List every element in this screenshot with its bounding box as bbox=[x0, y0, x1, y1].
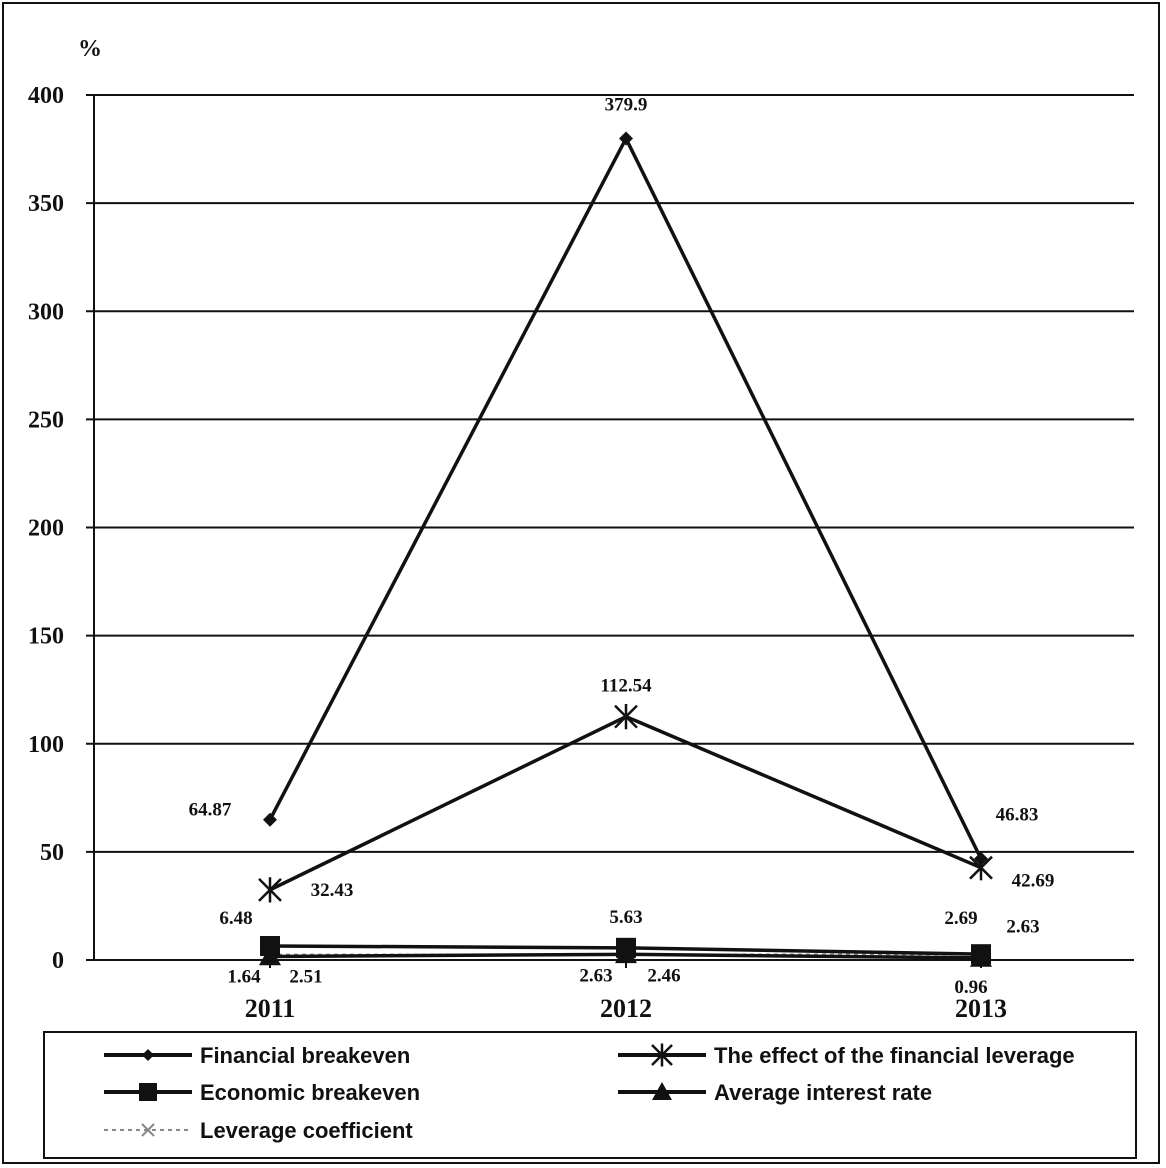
data-label: 2.51 bbox=[289, 967, 322, 988]
diamond-marker bbox=[142, 1049, 154, 1061]
legend-marker bbox=[139, 1083, 157, 1101]
legend: Financial breakeven The effect of the fin… bbox=[43, 1031, 1137, 1159]
x-stroke bbox=[141, 1123, 155, 1137]
y-tick-label: 200 bbox=[28, 516, 64, 542]
legend-marker bbox=[651, 1043, 673, 1067]
legend-label: Economic breakeven bbox=[200, 1080, 420, 1105]
legend-label: Financial breakeven bbox=[200, 1043, 410, 1068]
data-label: 1.64 bbox=[227, 966, 261, 987]
legend-item: Average interest rate bbox=[618, 1080, 932, 1105]
diamond-marker bbox=[263, 812, 277, 827]
data-label: 64.87 bbox=[189, 800, 232, 821]
data-label: 2.63 bbox=[579, 965, 612, 986]
data-label: 2.63 bbox=[1006, 916, 1039, 937]
legend-label: Average interest rate bbox=[714, 1080, 932, 1105]
data-label: 2.46 bbox=[647, 966, 680, 987]
legend-box bbox=[43, 1031, 1137, 1159]
x-tick-label: 2011 bbox=[245, 994, 296, 1023]
data-label: 5.63 bbox=[609, 907, 642, 928]
data-label: 2.69 bbox=[944, 908, 977, 929]
y-unit-label: % bbox=[78, 36, 102, 62]
data-point bbox=[258, 877, 282, 903]
triangle-marker bbox=[652, 1082, 672, 1100]
y-tick-label: 0 bbox=[52, 948, 64, 974]
data-label: 379.9 bbox=[605, 94, 648, 115]
y-tick-label: 350 bbox=[28, 191, 64, 217]
data-point bbox=[974, 851, 988, 866]
y-tick-label: 400 bbox=[28, 83, 64, 109]
y-tick-label: 150 bbox=[28, 624, 64, 650]
data-point bbox=[619, 131, 633, 146]
diamond-marker bbox=[619, 131, 633, 146]
legend-item: Leverage coefficient bbox=[104, 1118, 413, 1143]
y-tick-label: 250 bbox=[28, 407, 64, 433]
series-line bbox=[268, 134, 983, 860]
data-point bbox=[260, 935, 280, 956]
data-label: 46.83 bbox=[996, 805, 1039, 826]
series-line bbox=[269, 714, 982, 892]
square-marker bbox=[260, 935, 280, 956]
y-tick-label: 100 bbox=[28, 732, 64, 758]
square-marker bbox=[971, 944, 991, 965]
legend-marker bbox=[652, 1082, 672, 1100]
data-point bbox=[971, 944, 991, 965]
legend-marker bbox=[141, 1123, 155, 1137]
x-tick-label: 2012 bbox=[600, 994, 652, 1023]
square-marker bbox=[616, 937, 636, 958]
legend-marker bbox=[142, 1049, 154, 1061]
data-point bbox=[614, 703, 638, 730]
square-marker bbox=[139, 1083, 157, 1101]
legend-label: Leverage coefficient bbox=[200, 1118, 413, 1143]
data-label: 32.43 bbox=[311, 880, 354, 901]
legend-item: The effect of the financial leverage bbox=[618, 1043, 1075, 1068]
legend-item: Financial breakeven bbox=[104, 1043, 410, 1068]
legend-label: The effect of the financial leverage bbox=[714, 1043, 1075, 1068]
y-tick-label: 50 bbox=[40, 840, 64, 866]
x-tick-label: 2013 bbox=[955, 994, 1007, 1023]
line-chart: 0 50 100 150 200 250 300 350 400% 2011 2012 2013 64.… bbox=[28, 36, 1137, 1159]
data-label: 0.96 bbox=[954, 977, 987, 998]
data-label: 42.69 bbox=[1012, 871, 1055, 892]
data-label: 6.48 bbox=[219, 908, 252, 929]
data-point bbox=[616, 937, 636, 958]
y-tick-label: 300 bbox=[28, 299, 64, 325]
data-label: 112.54 bbox=[600, 676, 652, 697]
diamond-marker bbox=[974, 851, 988, 866]
legend-item: Economic breakeven bbox=[104, 1080, 420, 1105]
data-point bbox=[263, 812, 277, 827]
